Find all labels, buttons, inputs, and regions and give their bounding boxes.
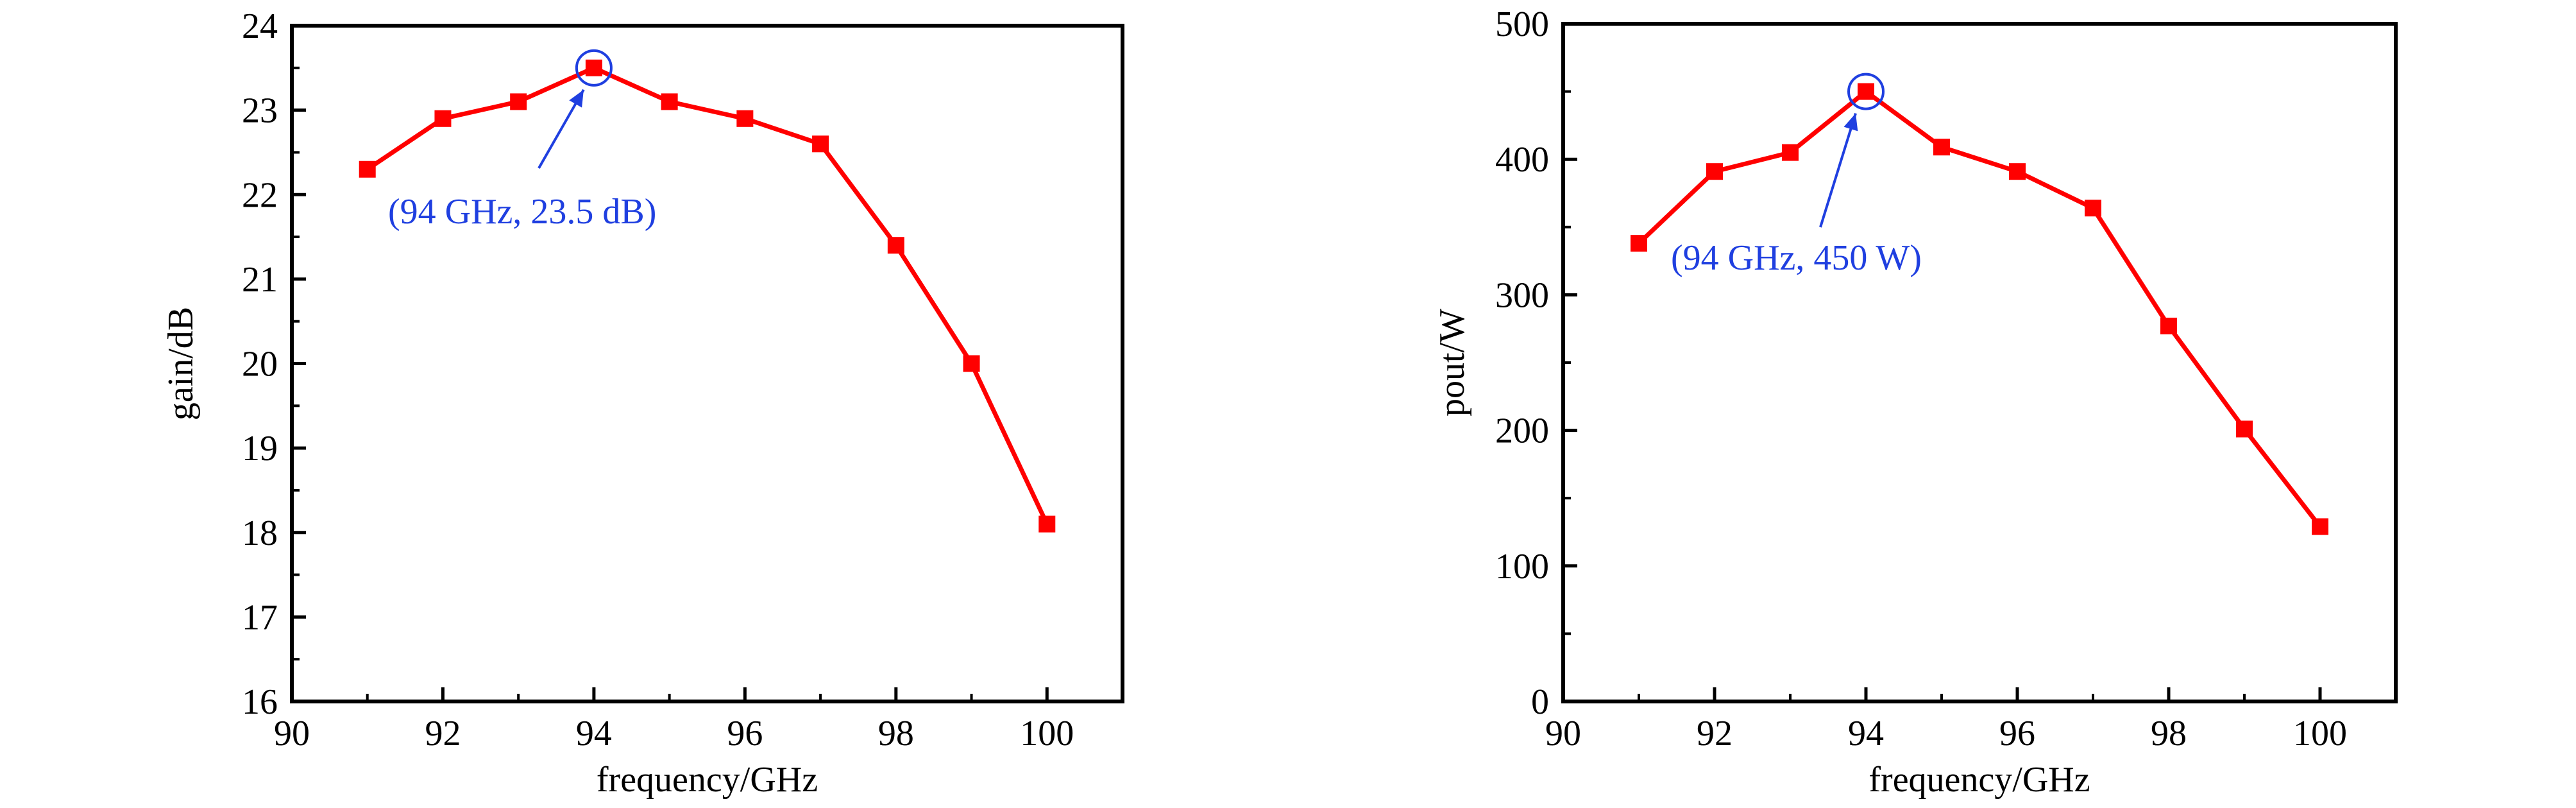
y-tick-label: 22 (242, 175, 278, 215)
x-tick-label: 94 (1848, 714, 1884, 753)
y-tick-label: 17 (242, 597, 278, 637)
data-point (1858, 83, 1874, 100)
y-tick-label: 100 (1495, 547, 1549, 587)
annotation-arrowhead (569, 89, 584, 108)
y-tick-label: 500 (1495, 4, 1549, 44)
series-line (366, 65, 1049, 526)
x-axis-label: frequency/GHz (1868, 760, 2090, 800)
data-point (585, 59, 602, 76)
x-tick-label: 92 (1697, 714, 1733, 753)
x-tick-label: 98 (878, 714, 914, 753)
y-tick-label: 23 (242, 91, 278, 131)
annotation-arrowhead (1843, 113, 1858, 132)
y-tick-label: 18 (242, 513, 278, 553)
x-tick-label: 90 (274, 714, 310, 753)
series-line (1637, 89, 2322, 528)
y-tick-label: 200 (1495, 411, 1549, 451)
data-point (2009, 163, 2026, 180)
data-point (2312, 518, 2328, 535)
plot-frame (290, 24, 1124, 703)
y-axis-label: gain/dB (161, 307, 201, 420)
x-tick-label: 100 (1020, 714, 1074, 753)
data-point (2236, 420, 2253, 438)
x-axis-label: frequency/GHz (597, 760, 818, 800)
x-tick-label: 100 (2293, 714, 2347, 753)
data-point (887, 237, 904, 254)
plot-frame (1561, 22, 2398, 703)
data-point (359, 160, 376, 178)
annotation-label: (94 GHz, 23.5 dB) (388, 192, 656, 232)
y-tick-label: 24 (242, 6, 278, 46)
pout-chart: 90 92 94 96 98 100 0 100 200 300 400 500 frequency/G… (1432, 4, 2398, 800)
y-tick-label: 19 (242, 429, 278, 468)
y-tick-label: 20 (242, 345, 278, 384)
x-tick-label: 96 (727, 714, 763, 753)
x-tick-label: 98 (2151, 714, 2187, 753)
y-tick-label: 16 (242, 682, 278, 722)
y-tick-label: 400 (1495, 140, 1549, 180)
data-point (1782, 144, 1799, 161)
y-tick-label: 0 (1531, 682, 1549, 722)
data-point (2085, 200, 2101, 217)
y-axis-label: pout/W (1432, 309, 1472, 417)
x-tick-label: 92 (425, 714, 461, 753)
data-point (812, 135, 829, 153)
data-point (963, 355, 980, 372)
annotation-arrow (1819, 113, 1857, 228)
y-tick-label: 300 (1495, 275, 1549, 315)
data-point (2160, 317, 2177, 334)
annotation-label: (94 GHz, 450 W) (1671, 238, 1922, 278)
data-point (1706, 163, 1723, 180)
x-tick-label: 90 (1545, 714, 1581, 753)
data-point (510, 93, 527, 110)
highlight-circle (575, 49, 613, 87)
data-point (1631, 235, 1647, 252)
data-point (1038, 515, 1056, 533)
data-point (736, 110, 754, 127)
data-point (1933, 139, 1950, 156)
highlight-circle (1847, 73, 1885, 110)
data-point (434, 110, 452, 127)
x-tick-label: 96 (1999, 714, 2035, 753)
data-point (661, 93, 678, 110)
y-tick-label: 21 (242, 260, 278, 300)
gain-chart: 90 92 94 96 98 100 16 17 18 19 20 21 22 23 24 frequency… (161, 6, 1124, 800)
x-tick-label: 94 (576, 714, 612, 753)
